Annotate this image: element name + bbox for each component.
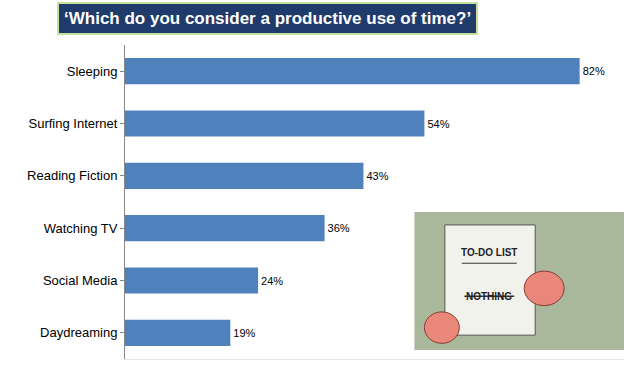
svg-text:Surfing Internet: Surfing Internet [29,116,118,131]
svg-text:‘Which do you consider a produ: ‘Which do you consider a productive use … [64,9,471,28]
svg-text:Watching TV: Watching TV [44,221,118,236]
svg-text:36%: 36% [328,222,350,234]
svg-text:Sleeping: Sleeping [67,64,118,79]
svg-text:Daydreaming: Daydreaming [40,325,117,340]
svg-text:TO-DO LIST: TO-DO LIST [461,247,517,258]
svg-text:Social Media: Social Media [43,273,118,288]
svg-text:19%: 19% [233,327,255,339]
svg-text:54%: 54% [427,118,449,130]
svg-text:24%: 24% [261,275,283,287]
svg-text:82%: 82% [583,65,605,77]
svg-text:NOTHING: NOTHING [466,291,512,302]
svg-text:Reading Fiction: Reading Fiction [27,168,117,183]
svg-text:43%: 43% [366,170,388,182]
